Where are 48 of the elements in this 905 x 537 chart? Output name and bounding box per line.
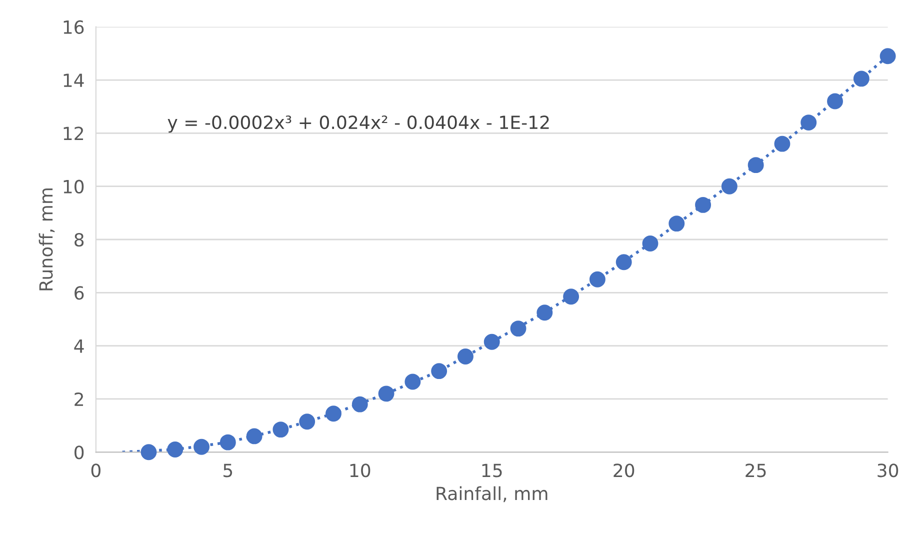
point (510, 320, 526, 337)
point (352, 396, 368, 412)
point (668, 216, 685, 232)
point (378, 386, 394, 402)
y-tick-label: 6 (74, 286, 84, 300)
point (853, 70, 870, 87)
x-tick-label: 15 (482, 464, 502, 478)
point (404, 374, 421, 390)
x-tick-label: 25 (746, 464, 766, 478)
annotation: y = -0.0002x³ + 0.024x² - 0.0404x - 1E-12 (168, 116, 549, 133)
y-axis-title: Runoff, mm (38, 188, 55, 290)
y-tick-label: 8 (74, 232, 84, 247)
point (774, 136, 790, 152)
x-tick-label: 30 (878, 464, 898, 478)
point (616, 254, 632, 270)
point (431, 363, 448, 380)
point (326, 406, 342, 422)
y-tick-label: 4 (74, 340, 84, 353)
point (563, 288, 580, 305)
point (721, 178, 738, 194)
y-tick-label: 12 (64, 126, 84, 140)
point (140, 444, 157, 460)
y-tick-label: 16 (64, 20, 84, 34)
y-tick-label: 2 (74, 392, 84, 406)
y-tick-label: 14 (64, 74, 84, 87)
point (272, 422, 289, 438)
point (589, 271, 606, 288)
x-tick-label: 5 (224, 464, 232, 478)
point (167, 442, 184, 458)
point (457, 348, 474, 364)
point (536, 304, 553, 321)
point (220, 434, 236, 450)
point (299, 414, 316, 430)
point (642, 236, 658, 252)
x-tick-label: 0 (91, 464, 100, 478)
y-tick-label: 0 (74, 446, 84, 460)
point (880, 48, 896, 64)
y-tick-label: 10 (64, 180, 84, 194)
point (194, 438, 210, 455)
point (695, 196, 712, 213)
x-tick-label: 10 (350, 464, 370, 478)
x-axis-title: Rainfall, mm (436, 486, 548, 502)
point (484, 334, 500, 350)
point (800, 114, 817, 131)
point (246, 428, 262, 444)
point (827, 93, 843, 110)
point (748, 157, 764, 174)
x-tick-label: 20 (614, 464, 634, 478)
